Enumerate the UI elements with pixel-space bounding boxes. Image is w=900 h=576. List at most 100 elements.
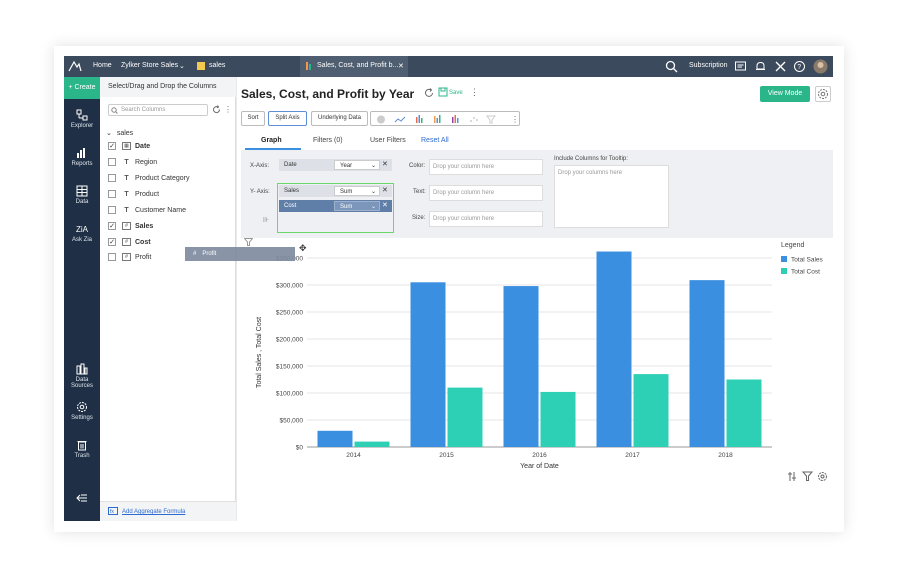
settings-button[interactable]: [815, 86, 831, 102]
column-row-customer-name[interactable]: T Customer Name: [108, 206, 186, 218]
x-axis-function-select[interactable]: Year ⌄: [334, 160, 380, 170]
more-options-icon[interactable]: ⋮: [511, 115, 519, 124]
bar-total-sales[interactable]: [410, 282, 446, 447]
app-logo-icon[interactable]: [68, 59, 82, 73]
bell-icon[interactable]: [754, 60, 767, 73]
underlying-data-button[interactable]: Underlying Data: [311, 111, 368, 126]
remove-y-field-icon[interactable]: ✕: [382, 187, 388, 194]
nav-trash[interactable]: Trash: [64, 439, 100, 459]
combo-chart-icon[interactable]: [452, 115, 459, 123]
scatter-chart-icon[interactable]: [470, 117, 478, 122]
column-row-product-category[interactable]: T Product Category: [108, 174, 189, 186]
column-row-cost[interactable]: ✓ # Cost: [108, 238, 151, 250]
y-axis-dropzone[interactable]: [277, 183, 394, 233]
bar-total-cost[interactable]: [633, 374, 669, 447]
add-aggregate-formula-link[interactable]: Add Aggregate Formula: [100, 501, 236, 521]
tab-graph[interactable]: Graph: [261, 137, 282, 144]
column-row-profit[interactable]: # Profit: [108, 253, 151, 265]
nav-settings[interactable]: Settings: [64, 401, 100, 421]
tab-user-filters[interactable]: User Filters: [370, 137, 406, 144]
search-icon[interactable]: [665, 60, 678, 73]
search-columns-input[interactable]: Search Columns: [108, 104, 208, 116]
column-row-region[interactable]: T Region: [108, 158, 157, 170]
legend-swatch[interactable]: [781, 256, 787, 262]
bar-total-sales[interactable]: [596, 251, 632, 447]
color-dropzone[interactable]: Drop your column here: [429, 159, 543, 175]
text-dropzone[interactable]: Drop your column here: [429, 185, 543, 201]
create-button[interactable]: + Create: [64, 77, 100, 99]
remove-x-field-icon[interactable]: ✕: [382, 161, 388, 168]
more-options-icon[interactable]: ⋮: [224, 105, 232, 114]
bar-total-cost[interactable]: [540, 391, 576, 447]
checkbox[interactable]: [108, 174, 116, 182]
reset-all-link[interactable]: Reset All: [421, 137, 449, 144]
gear-icon[interactable]: [817, 471, 828, 482]
split-axis-button[interactable]: Split Axis: [268, 111, 307, 126]
tab-sales-table[interactable]: sales: [209, 62, 226, 69]
checkbox[interactable]: [108, 253, 116, 261]
save-icon[interactable]: [438, 87, 448, 97]
nav-explorer-label: Explorer: [70, 123, 94, 129]
y-axis-function-select-sales[interactable]: Sum ⌄: [334, 186, 380, 196]
nav-data-sources[interactable]: Data Sources: [64, 363, 100, 389]
bar-total-sales[interactable]: [503, 286, 539, 447]
more-options-icon[interactable]: ⋮: [470, 87, 479, 97]
column-label: Sales: [135, 222, 154, 230]
checkbox[interactable]: [108, 206, 116, 214]
table-node[interactable]: ⌄ sales: [106, 129, 133, 137]
text-type-icon: T: [124, 158, 129, 166]
bar-total-sales[interactable]: [689, 280, 725, 447]
avatar[interactable]: [813, 59, 828, 74]
column-row-sales[interactable]: ✓ # Sales: [108, 222, 153, 234]
refresh-icon[interactable]: [212, 105, 221, 114]
size-dropzone[interactable]: Drop your column here: [429, 211, 543, 227]
nav-ask-zia[interactable]: ZiA Ask Zia: [64, 223, 100, 243]
save-button[interactable]: Save: [449, 90, 463, 96]
home-link[interactable]: Home: [93, 62, 112, 69]
checkbox[interactable]: ✓: [108, 142, 116, 150]
refresh-icon[interactable]: [424, 88, 434, 98]
help-icon[interactable]: ?: [793, 60, 806, 73]
pie-chart-icon[interactable]: [377, 115, 385, 124]
tab-filters[interactable]: Filters (0): [313, 137, 343, 144]
bar-total-sales[interactable]: [317, 430, 353, 447]
close-tab-icon[interactable]: ✕: [398, 63, 404, 70]
checkbox[interactable]: ✓: [108, 238, 116, 246]
nav-reports[interactable]: Reports: [64, 147, 100, 167]
filter-settings-icon[interactable]: [802, 471, 814, 482]
y-axis-function-select-cost[interactable]: Sum ⌄: [334, 201, 380, 211]
stacked-bar-icon[interactable]: [434, 115, 441, 123]
checkbox[interactable]: [108, 158, 116, 166]
checkbox[interactable]: [108, 190, 116, 198]
bar-total-cost[interactable]: [354, 441, 390, 447]
tooltip-dropzone[interactable]: Drop your columns here: [554, 165, 669, 228]
subscription-link[interactable]: Subscription: [689, 62, 728, 69]
sort-button[interactable]: Sort: [241, 111, 265, 126]
column-row-product[interactable]: T Product: [108, 190, 159, 202]
remove-y-field-icon[interactable]: ✕: [382, 202, 388, 209]
line-chart-icon[interactable]: [394, 116, 406, 123]
column-row-date[interactable]: ✓ ▦ Date: [108, 142, 150, 154]
bar-total-cost[interactable]: [726, 379, 762, 448]
tools-icon[interactable]: [774, 60, 787, 73]
report-title[interactable]: Sales, Cost, and Profit by Year: [241, 87, 415, 101]
legend-swatch[interactable]: [781, 268, 787, 274]
message-icon[interactable]: [734, 60, 747, 73]
bar-total-cost[interactable]: [447, 387, 483, 447]
legend-label[interactable]: Total Cost: [791, 269, 820, 276]
nav-explorer[interactable]: Explorer: [64, 109, 100, 129]
workspace-dropdown[interactable]: Zylker Store Sales: [121, 62, 179, 69]
dragged-column-profit[interactable]: # Profit: [185, 247, 295, 261]
checkbox[interactable]: ✓: [108, 222, 116, 230]
collapse-nav-icon[interactable]: [75, 493, 88, 503]
bar-chart-icon[interactable]: [416, 115, 423, 123]
chevron-down-icon[interactable]: ⌄: [106, 130, 112, 137]
chevron-down-icon[interactable]: ⌄: [179, 63, 185, 70]
filter-icon[interactable]: [244, 238, 253, 246]
nav-data[interactable]: Data: [64, 185, 100, 205]
legend-label[interactable]: Total Sales: [791, 257, 824, 264]
view-mode-button[interactable]: View Mode: [760, 86, 810, 102]
tab-report[interactable]: Sales, Cost, and Profit b... ✕: [300, 56, 408, 77]
funnel-chart-icon[interactable]: [486, 115, 496, 124]
sort-axis-icon[interactable]: [787, 471, 799, 482]
